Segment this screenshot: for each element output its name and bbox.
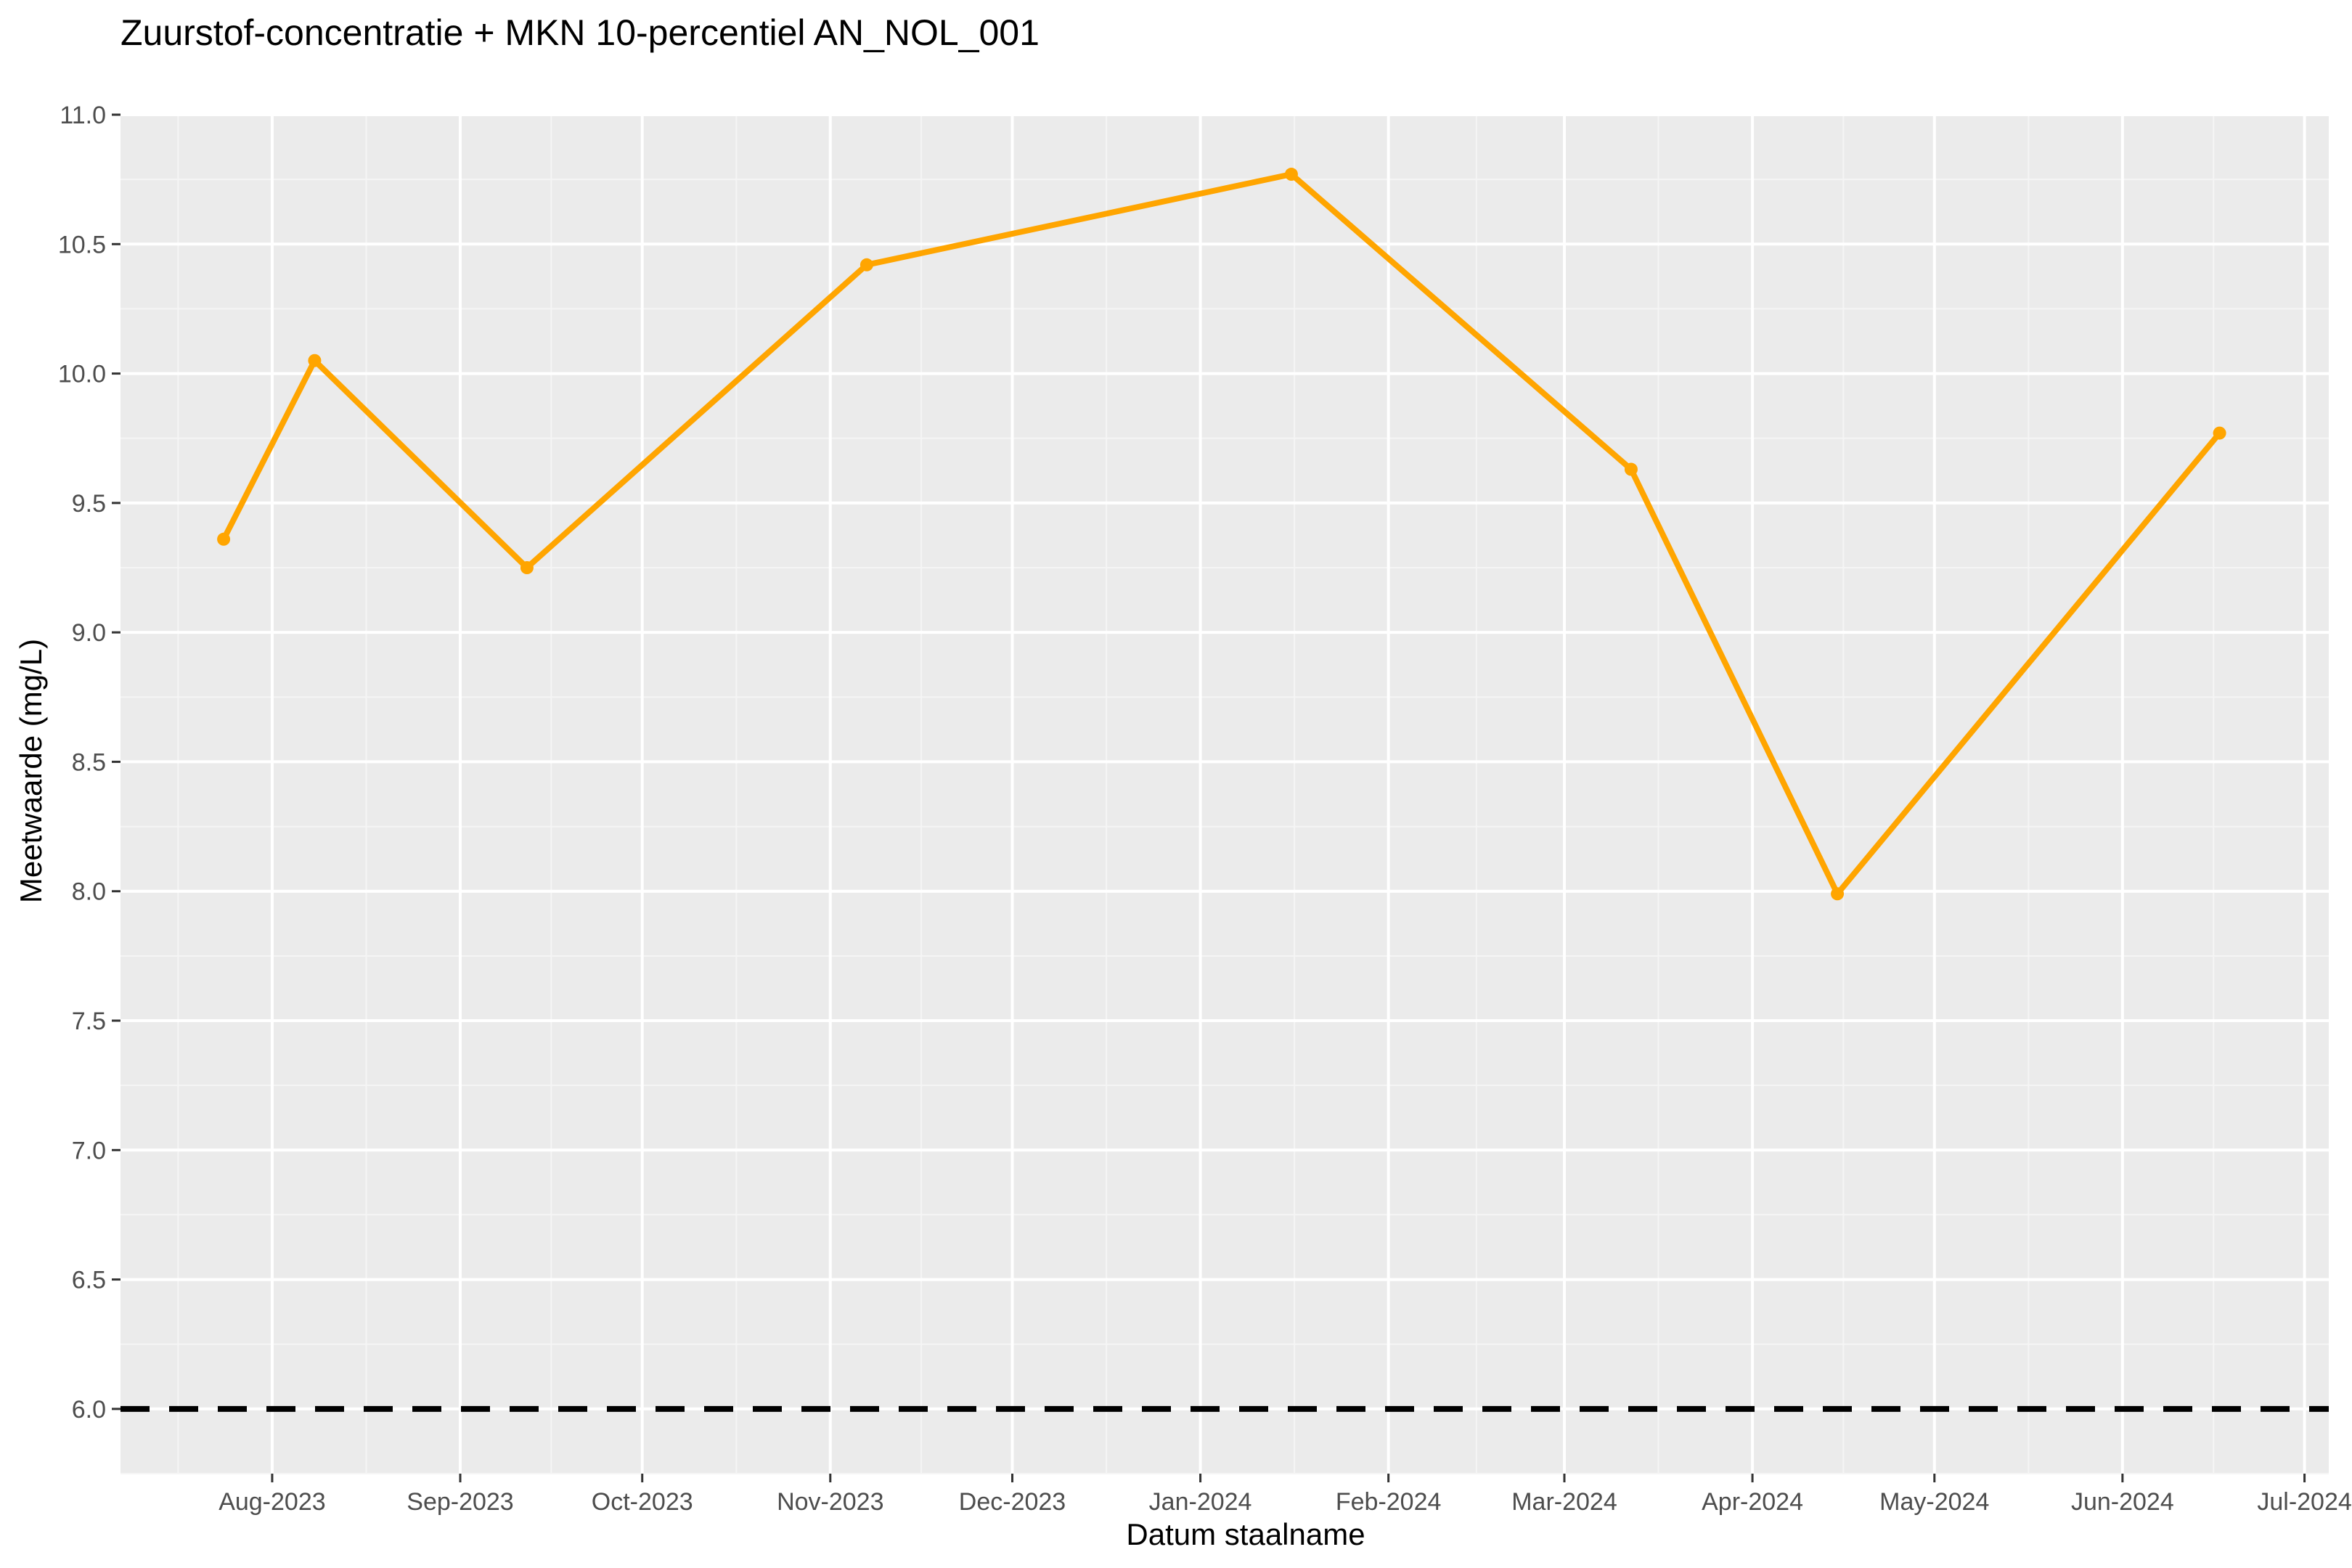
data-point — [1831, 887, 1845, 901]
x-tick-label: Jan-2024 — [1149, 1488, 1252, 1516]
data-point — [1284, 168, 1298, 181]
y-tick-label: 10.0 — [58, 361, 106, 388]
y-tick-label: 11.0 — [60, 102, 106, 129]
x-axis-title: Datum staalname — [1126, 1517, 1365, 1551]
data-point — [308, 354, 322, 367]
y-tick-label: 10.5 — [58, 231, 106, 258]
y-tick-label: 8.0 — [72, 878, 106, 906]
grid-minor — [121, 115, 2329, 1474]
x-tick-label: Apr-2024 — [1702, 1488, 1803, 1516]
y-tick-label: 7.5 — [72, 1008, 106, 1035]
y-tick-label: 9.5 — [72, 490, 106, 518]
plot-panel — [121, 115, 2329, 1474]
y-tick-label: 6.0 — [72, 1396, 106, 1424]
x-tick-label: Jul-2024 — [2257, 1488, 2351, 1516]
x-tick-label: Aug-2023 — [219, 1488, 325, 1516]
data-point — [1624, 462, 1638, 476]
series-line — [221, 171, 2222, 897]
x-tick-label: Nov-2023 — [777, 1488, 883, 1516]
x-tick-label: Mar-2024 — [1511, 1488, 1617, 1516]
data-point — [217, 532, 231, 546]
x-tick-label: Dec-2023 — [959, 1488, 1066, 1516]
x-tick-label: Oct-2023 — [592, 1488, 693, 1516]
grid-major — [121, 113, 2329, 1474]
axes: 6.0 6.5 7.0 7.5 8.0 8.5 9.0 9.5 10.0 10.5 11.0 Aug-… — [58, 102, 2352, 1516]
y-tick-label: 7.0 — [72, 1137, 106, 1164]
x-tick-label: Jun-2024 — [2071, 1488, 2174, 1516]
y-axis-title: Meetwaarde (mg/L) — [14, 639, 48, 903]
data-point — [2213, 426, 2226, 440]
y-tick-label: 8.5 — [72, 748, 106, 776]
x-tick-label: May-2024 — [1879, 1488, 1989, 1516]
series-layer — [217, 168, 2226, 901]
x-tick-label: Feb-2024 — [1336, 1488, 1442, 1516]
x-tick-label: Sep-2023 — [407, 1488, 513, 1516]
chart-title: Zuurstof-concentratie + MKN 10-percentie… — [121, 12, 1040, 53]
data-point — [520, 561, 534, 574]
y-tick-label: 6.5 — [72, 1267, 106, 1294]
y-tick-label: 9.0 — [72, 619, 106, 647]
data-point — [859, 258, 873, 271]
